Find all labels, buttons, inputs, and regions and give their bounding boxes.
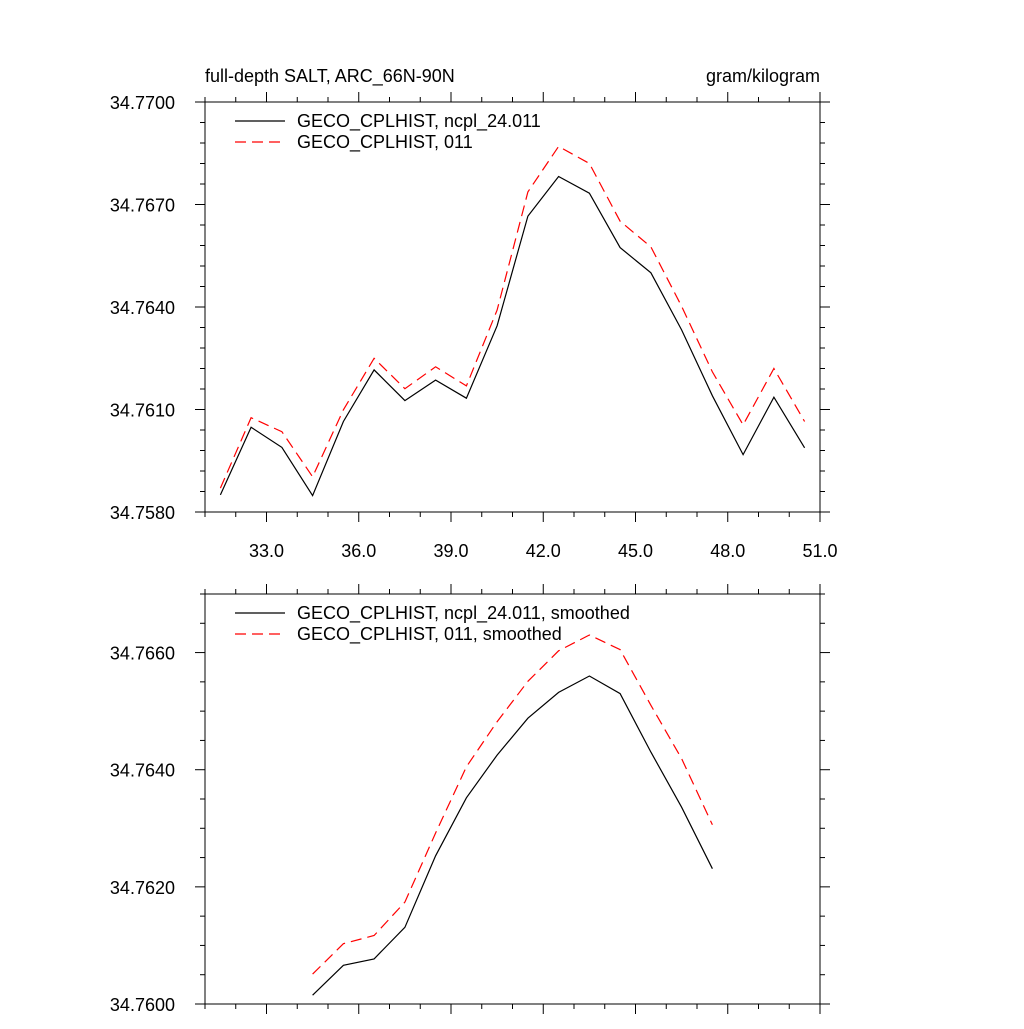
x-tick-label: 45.0 (618, 541, 653, 561)
y-tick-label: 34.7640 (110, 298, 175, 318)
bottom-panel: 34.7600 34.7620 34.7640 34.7660 GECO_CPLHIST… (110, 584, 830, 1015)
legend-label: GECO_CPLHIST, ncpl_24.011, smoothed (297, 603, 630, 624)
y-tick-label: 34.7610 (110, 401, 175, 421)
y-tick-label: 34.7620 (110, 878, 175, 898)
x-tick-label: 39.0 (433, 541, 468, 561)
series-line-1 (219, 175, 806, 497)
x-tick-label: 48.0 (710, 541, 745, 561)
y-tick-label: 34.7580 (110, 503, 175, 523)
chart-title: full-depth SALT, ARC_66N-90N (205, 66, 455, 87)
x-tick-label: 42.0 (526, 541, 561, 561)
x-tick-label: 36.0 (341, 541, 376, 561)
legend-label: GECO_CPLHIST, 011 (297, 132, 473, 153)
x-tick-label: 33.0 (249, 541, 284, 561)
y-tick-label: 34.7660 (110, 644, 175, 664)
y-tick-label: 34.7670 (110, 196, 175, 216)
x-tick-label: 51.0 (802, 541, 837, 561)
series-line-1 (312, 675, 713, 996)
series-line-2 (219, 145, 806, 489)
plot-frame (204, 593, 821, 1005)
plot-frame (204, 101, 821, 513)
y-tick-label: 34.7600 (110, 995, 175, 1015)
y-tick-label: 34.7640 (110, 761, 175, 781)
y-tick-label: 34.7700 (110, 93, 175, 113)
units-label: gram/kilogram (706, 66, 820, 86)
top-panel: full-depth SALT, ARC_66N-90N gram/kilogr… (110, 66, 838, 561)
legend-label: GECO_CPLHIST, 011, smoothed (297, 624, 562, 645)
legend-label: GECO_CPLHIST, ncpl_24.011 (297, 111, 541, 132)
series-line-2 (312, 634, 713, 975)
